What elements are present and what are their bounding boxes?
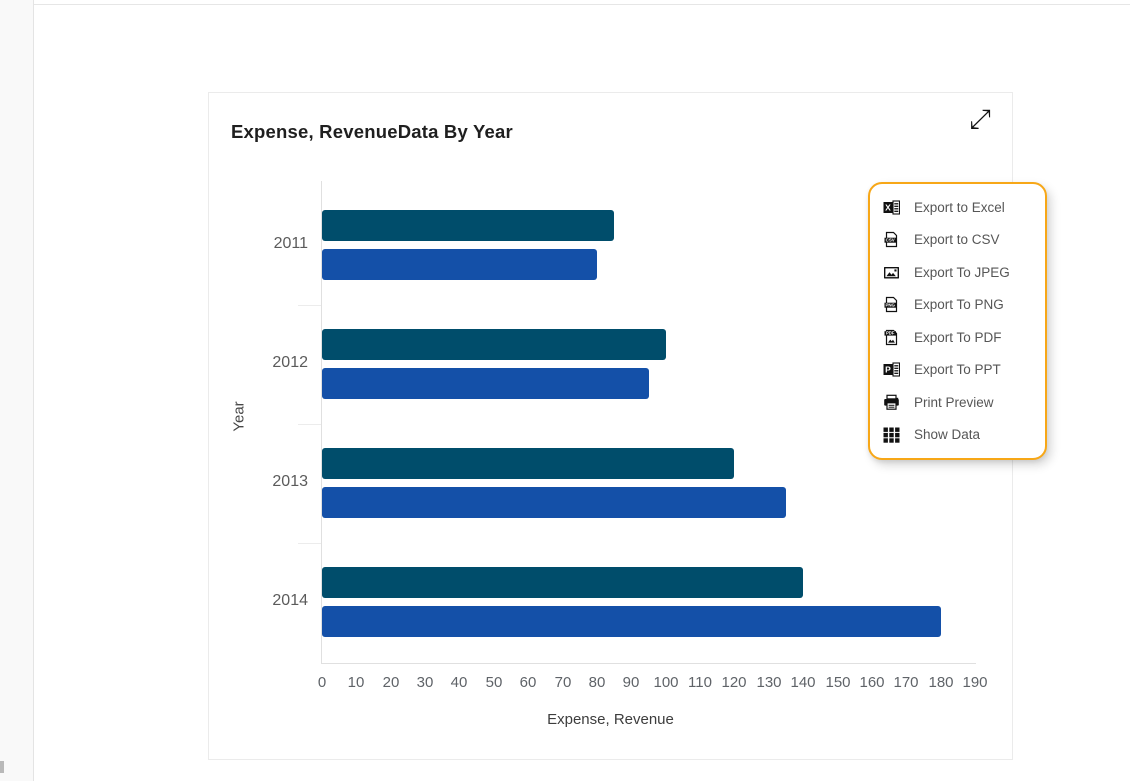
- menu-item-label: Export to CSV: [914, 232, 1000, 248]
- png-icon: PNG: [883, 296, 900, 313]
- svg-text:CSV: CSV: [886, 238, 895, 243]
- csv-icon: CSV: [883, 231, 900, 248]
- scrollbar-mark[interactable]: [0, 761, 4, 773]
- menu-item-label: Print Preview: [914, 394, 994, 410]
- menu-item-show-data[interactable]: Show Data: [870, 420, 1045, 450]
- show-data-icon: [883, 426, 900, 443]
- expand-diagonal-arrows-icon[interactable]: ⤢: [961, 101, 999, 139]
- pdf-icon: PDF: [883, 329, 900, 346]
- menu-item-export-ppt[interactable]: P Export To PPT: [870, 355, 1045, 385]
- menu-item-export-png[interactable]: PNG Export To PNG: [870, 290, 1045, 320]
- left-gutter: [0, 0, 34, 781]
- print-icon: [883, 394, 900, 411]
- menu-item-label: Show Data: [914, 427, 981, 442]
- chart-title: Expense, RevenueData By Year: [231, 121, 513, 143]
- excel-icon: X: [883, 199, 900, 216]
- ppt-icon: P: [883, 361, 900, 378]
- svg-text:X: X: [885, 203, 891, 213]
- top-divider: [34, 4, 1130, 5]
- menu-item-label: Export To JPEG: [914, 264, 1010, 280]
- menu-item-label: Export To PNG: [914, 297, 1004, 313]
- export-menu: X Export to Excel CSV Export to CSV: [868, 182, 1047, 460]
- menu-item-label: Export to Excel: [914, 199, 1005, 215]
- svg-text:PNG: PNG: [885, 303, 895, 308]
- menu-item-export-pdf[interactable]: PDF Export To PDF: [870, 322, 1045, 352]
- svg-text:P: P: [885, 365, 891, 375]
- menu-item-export-csv[interactable]: CSV Export to CSV: [870, 225, 1045, 255]
- svg-text:PDF: PDF: [886, 330, 895, 335]
- menu-item-label: Export To PPT: [914, 362, 1001, 378]
- menu-item-print-preview[interactable]: Print Preview: [870, 387, 1045, 417]
- menu-item-label: Export To PDF: [914, 329, 1002, 345]
- menu-item-export-jpeg[interactable]: Export To JPEG: [870, 257, 1045, 287]
- jpeg-icon: [883, 264, 900, 281]
- menu-item-export-excel[interactable]: X Export to Excel: [870, 192, 1045, 222]
